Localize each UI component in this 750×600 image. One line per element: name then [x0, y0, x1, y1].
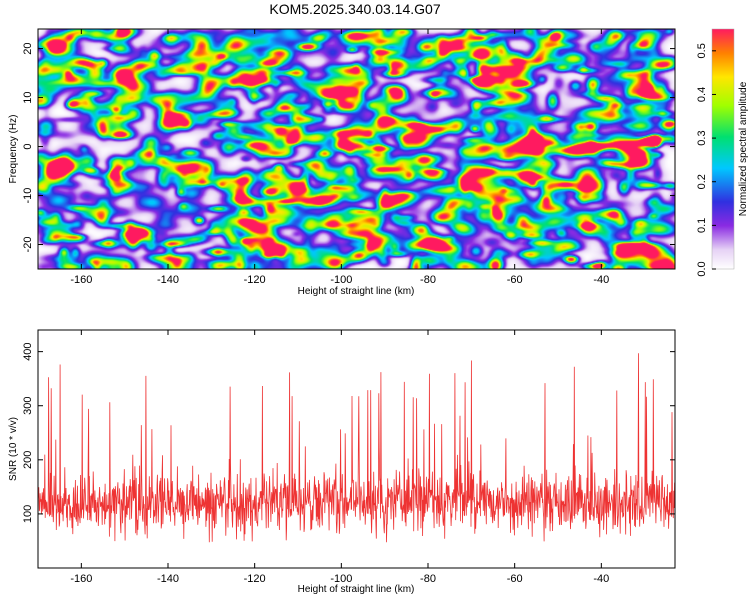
snr-x-tick-label: -160 — [70, 573, 92, 585]
colorbar-tick-label: 0.5 — [696, 43, 708, 58]
snr-x-tick-label: -120 — [244, 573, 266, 585]
spectrogram-y-tick-label: -20 — [22, 237, 34, 253]
spectrogram-frame — [37, 28, 676, 270]
colorbar-tick-label: 0.1 — [696, 218, 708, 233]
snr-x-tick-label: -100 — [330, 573, 352, 585]
snr-frame — [37, 329, 676, 569]
snr-x-tick-label: -80 — [420, 573, 436, 585]
spectrogram-x-axis-label: Height of straight line (km) — [298, 286, 415, 297]
spectrogram-x-tick-label: -160 — [70, 274, 92, 286]
spectrogram-y-tick-label: 20 — [22, 42, 34, 54]
colorbar-ticks: 0.0 0.1 0.2 0.3 0.4 0.5 — [696, 43, 716, 277]
colorbar-gradient — [712, 29, 734, 269]
spectrogram-x-tick-label: -60 — [507, 274, 523, 286]
spectrogram-x-tick-label: -100 — [330, 274, 352, 286]
colorbar: 0.0 0.1 0.2 0.3 0.4 0.5 Normalized spectral a… — [696, 28, 749, 277]
snr-panel: -160 -140 -120 -100 -80 -60 -40 100 200 300 400 He… — [8, 329, 676, 595]
spectrogram-x-tick-label: -80 — [420, 274, 436, 286]
spectrogram-x-tick-label: -120 — [244, 274, 266, 286]
snr-x-axis-label: Height of straight line (km) — [298, 584, 415, 595]
spectrogram-heatmap — [38, 29, 675, 269]
snr-x-tick-label: -40 — [593, 573, 609, 585]
snr-x-tick-label: -60 — [507, 573, 523, 585]
colorbar-tick-label: 0.0 — [696, 261, 708, 276]
spectrogram-y-axis-label: Frequency (Hz) — [8, 115, 19, 184]
colorbar-tick-label: 0.2 — [696, 174, 708, 189]
snr-series-line — [37, 353, 676, 543]
spectrogram-y-tick-label: 10 — [22, 91, 34, 103]
colorbar-tick-label: 0.3 — [696, 130, 708, 145]
spectrogram-x-tick-label: -140 — [157, 274, 179, 286]
snr-y-axis-label: SNR (10 * v/v) — [8, 417, 19, 481]
colorbar-label: Normalized spectral amplitude — [738, 81, 749, 216]
snr-y-tick-label: 300 — [22, 397, 34, 415]
snr-y-tick-label: 200 — [22, 451, 34, 469]
snr-x-tick-label: -140 — [157, 573, 179, 585]
snr-y-tick-label: 100 — [22, 505, 34, 523]
spectrogram-x-tick-label: -40 — [593, 274, 609, 286]
colorbar-frame — [711, 28, 735, 270]
spectrogram-y-tick-label: 0 — [22, 143, 34, 149]
snr-y-tick-label: 400 — [22, 342, 34, 360]
spectrogram-y-tick-label: -10 — [22, 188, 34, 204]
snr-ticks: -160 -140 -120 -100 -80 -60 -40 100 200 300 400 — [22, 330, 675, 585]
chart-title: KOM5.2025.340.03.14.G07 — [269, 1, 440, 17]
colorbar-tick-label: 0.4 — [696, 87, 708, 102]
